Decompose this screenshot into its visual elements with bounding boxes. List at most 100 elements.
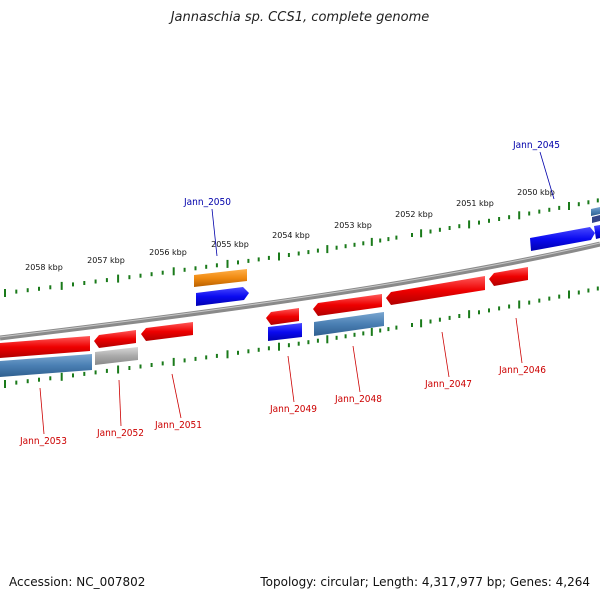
major-tick (420, 319, 423, 328)
gene-leader-line (441, 331, 450, 378)
gene-arrow-jann-2047[interactable] (386, 276, 485, 305)
minor-tick (297, 251, 300, 256)
minor-tick (387, 327, 390, 332)
gene-leader-line (515, 317, 523, 364)
kbp-label-layer: 2058 kbp 2057 kbp 2056 kbp 2055 kbp 2054 kbp… (25, 188, 555, 272)
kbp-label: 2057 kbp (87, 256, 125, 265)
minor-tick (161, 270, 164, 275)
gene-arrow-jann-2050[interactable] (196, 287, 249, 306)
minor-tick (528, 300, 531, 305)
major-tick (518, 300, 521, 309)
major-tick (226, 350, 229, 359)
gene-label-jann-2050[interactable]: Jann_2050 (183, 197, 231, 208)
major-tick (326, 245, 329, 254)
feature-box-orange[interactable] (194, 269, 247, 287)
gene-label-jann-2049[interactable]: Jann_2049 (269, 404, 317, 415)
feature-box-edge-navy[interactable] (592, 215, 600, 223)
feature-box-edge-steel[interactable] (591, 207, 600, 216)
minor-tick (205, 355, 208, 360)
minor-tick (478, 310, 480, 315)
minor-tick (596, 198, 599, 203)
minor-tick (267, 255, 270, 260)
minor-tick (94, 370, 97, 375)
minor-tick (83, 371, 86, 376)
minor-tick (161, 361, 164, 366)
minor-tick (297, 341, 300, 346)
minor-tick (438, 227, 441, 232)
kbp-label: 2055 kbp (211, 240, 249, 249)
minor-tick (379, 238, 382, 243)
minor-tick (498, 217, 501, 221)
major-tick (468, 310, 471, 319)
gene-label-jann-2046[interactable]: Jann_2046 (498, 365, 546, 376)
gene-arrow-jann-2046[interactable] (489, 267, 528, 286)
major-tick (326, 335, 329, 344)
map-title: Jannaschia sp. CCS1, complete genome (170, 10, 430, 25)
minor-tick (307, 250, 310, 255)
minor-tick (183, 267, 186, 272)
minor-tick (558, 294, 561, 299)
minor-tick (538, 298, 541, 303)
kbp-label: 2050 kbp (517, 188, 555, 197)
gene-label-jann-2048[interactable]: Jann_2048 (334, 394, 382, 405)
gene-label-jann-2053[interactable]: Jann_2053 (19, 436, 67, 447)
major-tick (4, 289, 6, 297)
minor-tick (26, 288, 29, 293)
minor-tick (128, 275, 131, 280)
minor-tick (267, 346, 270, 351)
gene-label-jann-2052[interactable]: Jann_2052 (96, 428, 144, 439)
minor-tick (49, 376, 52, 381)
major-tick (117, 274, 120, 283)
gene-leader-line (539, 151, 555, 200)
kbp-label: 2053 kbp (334, 221, 372, 230)
minor-tick (508, 304, 511, 309)
gene-leader-line (39, 387, 45, 435)
major-tick (226, 259, 229, 268)
minor-tick (38, 377, 40, 382)
minor-tick (94, 279, 97, 284)
gene-label-jann-2051[interactable]: Jann_2051 (154, 420, 202, 431)
minor-tick (247, 258, 250, 263)
feature-box-jann-2053-steel[interactable] (0, 354, 92, 377)
minor-tick (448, 226, 451, 230)
minor-tick (287, 343, 290, 348)
gene-label-layer: Jann_2053 Jann_2052 Jann_2051 Jann_2049 Jann… (19, 140, 560, 447)
gene-arrow-jann-2049[interactable] (266, 308, 299, 325)
major-tick (518, 211, 521, 220)
genome-backbone-highlight (0, 242, 600, 338)
gene-arrow-edge[interactable] (594, 225, 600, 239)
major-tick (568, 202, 570, 210)
minor-tick (548, 296, 551, 301)
gene-arrow-jann-2048[interactable] (313, 294, 382, 316)
minor-tick (215, 263, 218, 268)
minor-tick (508, 215, 511, 220)
minor-tick (538, 209, 541, 214)
minor-tick (379, 328, 382, 333)
feature-box-jann-2052-pseudo[interactable] (95, 347, 138, 365)
minor-tick (105, 278, 108, 283)
minor-tick (287, 253, 290, 257)
feature-box-jann-2049-blue[interactable] (268, 323, 302, 341)
gene-arrow-jann-2052[interactable] (94, 330, 136, 348)
minor-tick (548, 207, 551, 212)
major-tick (60, 281, 63, 290)
feature-box-jann-2048-steel[interactable] (314, 312, 384, 336)
minor-tick (38, 286, 40, 291)
minor-tick (596, 286, 599, 291)
gene-arrow-jann-2045[interactable] (530, 227, 595, 251)
kbp-label: 2051 kbp (456, 199, 494, 208)
minor-tick (49, 285, 52, 290)
minor-tick (395, 325, 398, 330)
minor-tick (257, 347, 260, 352)
genome-summary-text: Topology: circular; Length: 4,317,977 bp… (260, 575, 590, 589)
gene-leader-line (211, 208, 218, 257)
gene-arrow-jann-2053[interactable] (0, 336, 90, 358)
gene-label-jann-2045[interactable]: Jann_2045 (512, 140, 560, 151)
kbp-label: 2054 kbp (272, 231, 310, 240)
minor-tick (247, 349, 250, 354)
gene-arrow-jann-2051[interactable] (141, 322, 193, 341)
minor-tick (488, 308, 490, 313)
gene-label-jann-2047[interactable]: Jann_2047 (424, 379, 472, 390)
major-tick (172, 267, 175, 276)
